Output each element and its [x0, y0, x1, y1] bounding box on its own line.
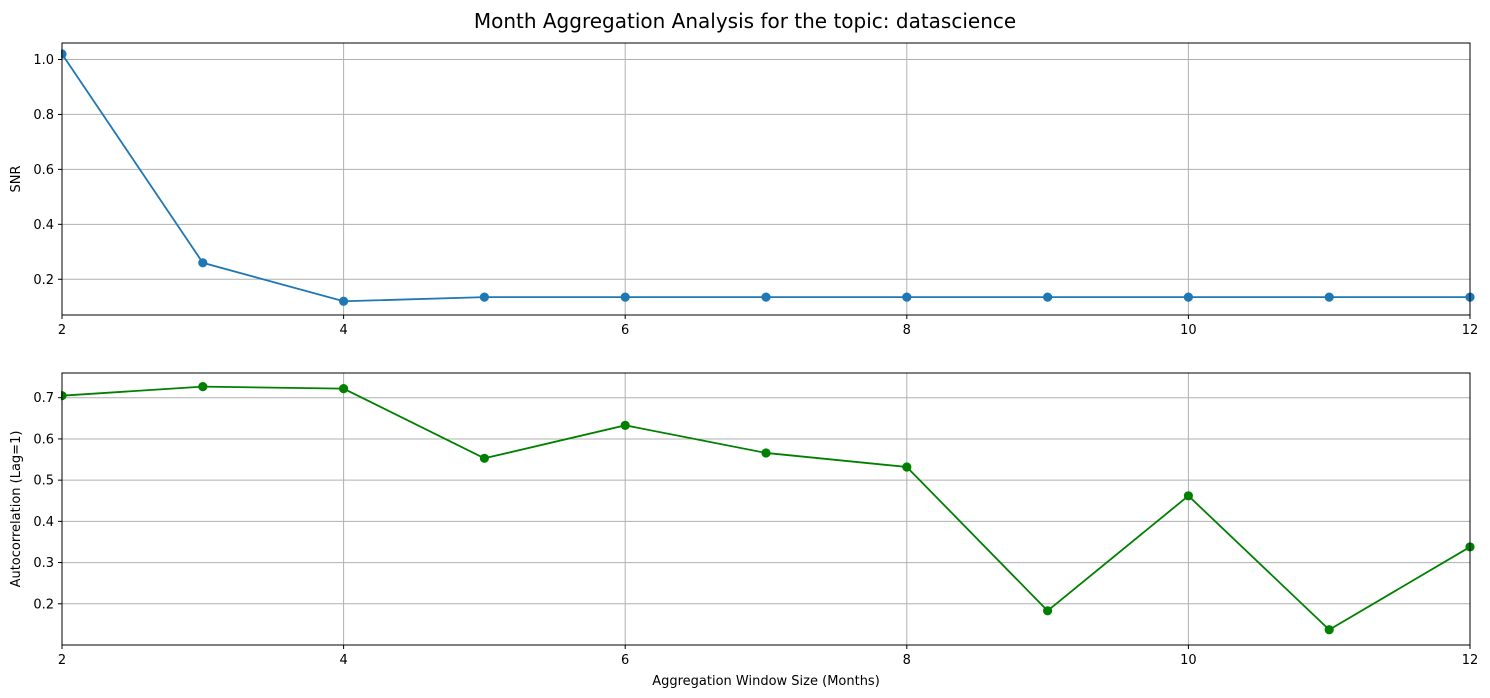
snr-series: [61, 49, 1475, 306]
snr-x-tick-label: 6: [621, 323, 629, 338]
autocorrelation-data-point: [1324, 625, 1334, 635]
autocorrelation-x-axis-label: Aggregation Window Size (Months): [652, 674, 880, 689]
snr-data-point: [620, 292, 630, 302]
snr-data-point: [761, 292, 771, 302]
autocorrelation-x-tick-label: 6: [621, 653, 629, 668]
autocorrelation-series-line: [61, 385, 1471, 631]
autocorrelation-x-tick-label: 8: [903, 653, 911, 668]
snr-data-point: [479, 292, 489, 302]
autocorrelation-y-tick-label: 0.2: [33, 597, 54, 612]
snr-data-point: [902, 292, 912, 302]
snr-x-tick-label: 12: [1462, 323, 1479, 338]
snr-x-tick-label: 2: [58, 323, 66, 338]
snr-y-tick-label: 0.6: [33, 163, 54, 178]
snr-data-point: [1324, 292, 1334, 302]
autocorrelation-panel: 2 4 6 8 10 12 0.2 0.3 0.4 0.5 0.6 0.7 Autocorrelatio…: [9, 372, 1479, 689]
autocorrelation-data-point: [620, 420, 630, 430]
snr-x-tick-label: 10: [1180, 323, 1197, 338]
autocorrelation-series: [61, 382, 1475, 635]
snr-data-point: [339, 296, 349, 306]
snr-data-point: [1183, 292, 1193, 302]
autocorrelation-data-point: [339, 384, 349, 394]
snr-y-tick-label: 0.2: [33, 273, 54, 288]
autocorrelation-x-tick-label: 12: [1462, 653, 1479, 668]
autocorrelation-grid: [61, 373, 1471, 645]
autocorrelation-x-tick-label: 4: [339, 653, 347, 668]
snr-y-tick-label: 0.4: [33, 218, 54, 233]
autocorrelation-data-point: [1183, 491, 1193, 501]
autocorrelation-data-point: [902, 462, 912, 472]
autocorrelation-y-tick-label: 0.3: [33, 556, 54, 571]
autocorrelation-data-point: [1043, 606, 1053, 616]
autocorrelation-axes-frame: [61, 372, 1471, 646]
snr-x-tick-label: 8: [903, 323, 911, 338]
autocorrelation-y-tick-label: 0.7: [33, 391, 54, 406]
snr-data-point: [198, 258, 208, 268]
snr-y-axis-label: SNR: [9, 165, 24, 192]
autocorrelation-data-point: [198, 382, 208, 392]
snr-grid: [61, 43, 1471, 315]
snr-y-tick-label: 1.0: [33, 53, 54, 68]
figure-title: Month Aggregation Analysis for the topic…: [474, 9, 1016, 33]
snr-y-tick-label: 0.8: [33, 108, 54, 123]
snr-series-line: [61, 53, 1470, 303]
autocorrelation-x-tick-label: 2: [58, 653, 66, 668]
autocorrelation-y-tick-label: 0.6: [33, 432, 54, 447]
snr-panel: 2 4 6 8 10 12 0.2 0.4 0.6 0.8 1.0 SNR: [9, 42, 1479, 338]
snr-axes-frame: [61, 42, 1471, 316]
autocorrelation-data-point: [761, 448, 771, 458]
autocorrelation-x-tick-label: 10: [1180, 653, 1197, 668]
snr-x-tick-label: 4: [339, 323, 347, 338]
autocorrelation-y-axis-label: Autocorrelation (Lag=1): [9, 431, 24, 588]
autocorrelation-data-point: [479, 453, 489, 463]
snr-data-point: [1043, 292, 1053, 302]
autocorrelation-y-tick-label: 0.5: [33, 474, 54, 489]
autocorrelation-y-tick-label: 0.4: [33, 515, 54, 530]
